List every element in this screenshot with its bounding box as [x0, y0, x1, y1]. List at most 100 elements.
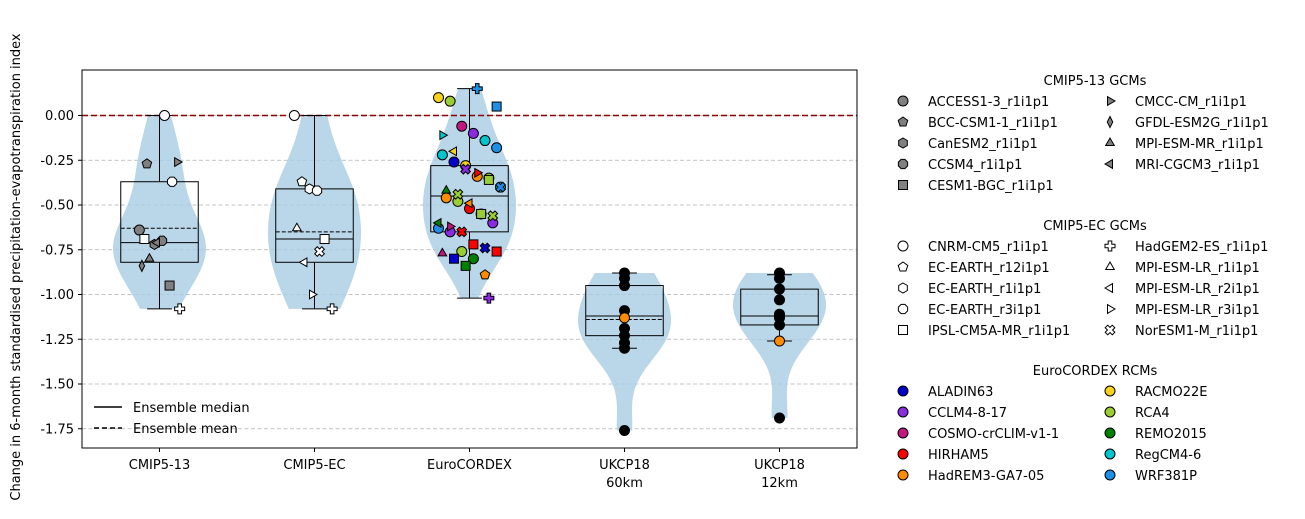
- y-tick-label: -1.25: [40, 333, 74, 348]
- data-point: [474, 167, 484, 178]
- legend-item-label: CCSM4_r1i1p1: [928, 158, 1022, 173]
- data-point: [619, 312, 630, 324]
- data-point: [164, 280, 175, 291]
- legend-item-label: BCC-CSM1-1_r1i1p1: [928, 116, 1058, 131]
- legend-marker: [1104, 136, 1116, 146]
- data-point: [449, 253, 459, 264]
- data-point: [311, 185, 323, 196]
- legend-item-label: MPI-ESM-LR_r3i1p1: [1135, 303, 1260, 318]
- legend-marker: [897, 116, 909, 127]
- legend-item-label: HadREM3-GA7-05: [928, 469, 1044, 484]
- x-tick-label: UKCP18: [599, 458, 650, 473]
- data-point: [774, 319, 785, 331]
- data-point: [491, 142, 503, 154]
- data-point: [296, 176, 308, 187]
- data-point: [479, 269, 491, 280]
- data-point: [432, 217, 442, 229]
- legend-item-label: REMO2015: [1135, 427, 1207, 442]
- data-point: [471, 83, 483, 95]
- y-tick-label: -1.00: [40, 288, 74, 303]
- data-point: [774, 412, 785, 424]
- data-point: [483, 292, 495, 304]
- legend-marker: [897, 158, 909, 170]
- legend-item-label: NorESM1-M_r1i1p1: [1135, 324, 1258, 339]
- data-point: [491, 246, 502, 257]
- legend-marker: [898, 282, 908, 294]
- legend-marker: [898, 325, 908, 335]
- legend-marker: [1107, 95, 1117, 107]
- data-point: [468, 239, 479, 250]
- legend-item-label: CanESM2_r1i1p1: [928, 137, 1038, 152]
- legend-item-label: WRF381P: [1135, 469, 1197, 484]
- legend-marker: [897, 385, 909, 397]
- data-point: [440, 192, 452, 204]
- data-point: [441, 184, 452, 194]
- data-point: [447, 146, 457, 157]
- legend-marker: [1107, 303, 1117, 315]
- data-point: [491, 101, 502, 112]
- data-point: [483, 174, 494, 185]
- legend-marker: [898, 137, 908, 149]
- data-point: [141, 158, 153, 169]
- legend-label: Ensemble mean: [133, 422, 238, 437]
- legend-item-label: EC-EARTH_r1i1p1: [928, 282, 1041, 297]
- legend-marker: [1106, 115, 1114, 129]
- data-point: [444, 95, 456, 107]
- legend-item-label: HadGEM2-ES_r1i1p1: [1135, 240, 1268, 255]
- legend-marker: [897, 95, 909, 107]
- legend-item-label: MRI-CGCM3_r1i1p1: [1135, 158, 1260, 173]
- data-point: [447, 221, 457, 232]
- violin: [423, 88, 516, 299]
- y-tick-label: -1.50: [40, 378, 74, 393]
- data-point: [298, 257, 308, 268]
- legend-label: Ensemble median: [133, 401, 250, 416]
- y-tick-label: -0.50: [40, 199, 74, 214]
- legend-item-label: MPI-ESM-LR_r2i1p1: [1135, 282, 1260, 297]
- legend-marker: [1104, 324, 1116, 336]
- data-point: [133, 224, 145, 236]
- data-point: [314, 246, 326, 258]
- data-point: [433, 92, 444, 104]
- legend-item-label: COSMO-crCLIM-v1-1: [928, 427, 1059, 442]
- y-axis: 0.00 -0.25 -0.50 -0.75 -1.00 -1.25 -1.50 -1.75: [40, 109, 82, 437]
- data-point: [476, 208, 487, 219]
- data-point: [448, 156, 460, 168]
- legend-marker: [898, 180, 908, 190]
- legend-marker: [1104, 260, 1116, 270]
- x-tick-label: EuroCORDEX: [427, 458, 512, 473]
- data-point: [288, 110, 300, 121]
- data-point: [456, 226, 468, 238]
- legend-item-label: EC-EARTH_r12i1p1: [928, 261, 1050, 276]
- legend-marker: [1103, 282, 1113, 294]
- data-point: [467, 127, 479, 139]
- data-point: [456, 246, 468, 258]
- violin: [268, 115, 361, 309]
- legend-item-label: CNRM-CM5_r1i1p1: [928, 240, 1049, 255]
- y-tick-label: -1.75: [40, 422, 74, 437]
- legend-marker: [1103, 158, 1113, 170]
- data-point: [463, 198, 473, 209]
- data-point: [467, 253, 479, 265]
- legend-item-label: MPI-ESM-LR_r1i1p1: [1135, 261, 1260, 276]
- legend-marker: [1104, 385, 1116, 397]
- data-point: [139, 234, 150, 245]
- legend-group-title: CMIP5-EC GCMs: [1043, 219, 1147, 234]
- legend-group-title: CMIP5-13 GCMs: [1044, 74, 1147, 89]
- data-point: [774, 335, 785, 347]
- violin: [113, 115, 206, 309]
- data-point: [479, 135, 491, 147]
- legend-marker: [897, 427, 909, 439]
- y-tick-label: -0.75: [40, 243, 74, 258]
- data-point: [319, 234, 330, 245]
- x-tick-label: CMIP5-EC: [283, 458, 345, 473]
- data-point: [487, 210, 499, 222]
- model-points: [133, 83, 785, 437]
- data-point: [774, 272, 785, 284]
- legend-marker: [897, 406, 909, 418]
- data-point: [166, 176, 178, 187]
- legend-marker: [1104, 406, 1116, 418]
- box: [120, 181, 199, 263]
- legend-item-label: EC-EARTH_r3i1p1: [928, 303, 1041, 318]
- legend-item-label: RCA4: [1135, 406, 1170, 421]
- legend-item-label: HIRHAM5: [928, 448, 989, 463]
